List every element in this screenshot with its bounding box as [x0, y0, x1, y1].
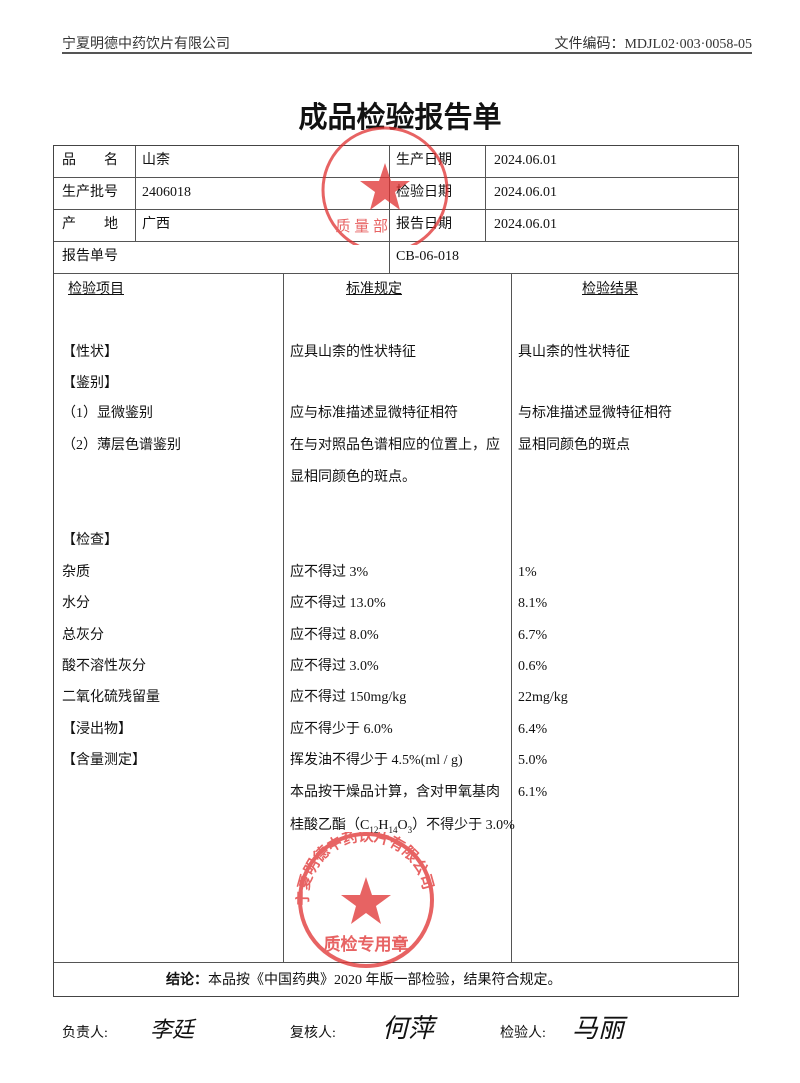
column-header-result: 检验结果 — [582, 282, 638, 297]
row-result: 22mg/kg — [518, 690, 568, 705]
row-standard: 应具山柰的性状特征 — [290, 345, 416, 360]
row-item: （1）显微鉴别 — [62, 406, 153, 421]
batch-label: 生产批号 — [62, 185, 118, 200]
inspector-signature: 马丽 — [572, 1014, 625, 1044]
row-divider — [54, 209, 738, 210]
production-date: 2024.06.01 — [494, 153, 557, 168]
product-name-label: 品 名 — [62, 153, 118, 168]
product-name: 山柰 — [142, 153, 170, 168]
test-date: 2024.06.01 — [494, 185, 557, 200]
row-item: 【性状】 — [62, 345, 118, 360]
row-standard: 应不得过 3% — [290, 565, 369, 580]
production-date-label: 生产日期 — [396, 153, 452, 168]
row-standard: 应不得过 3.0% — [290, 659, 379, 674]
report-date: 2024.06.01 — [494, 217, 557, 232]
document-code: 文件编码：MDJL02·003·0058-05 — [554, 37, 752, 52]
row-divider — [54, 241, 738, 242]
header-divider — [62, 52, 752, 54]
test-date-label: 检验日期 — [396, 185, 452, 200]
column-header-item: 检验项目 — [68, 282, 124, 297]
column-header-standard: 标准规定 — [346, 282, 402, 297]
row-item: （2）薄层色谱鉴别 — [62, 438, 181, 453]
report-number-label: 报告单号 — [62, 249, 118, 264]
row-result: 8.1% — [518, 596, 548, 611]
responsible-label: 负责人: — [62, 1026, 108, 1041]
row-item: 水分 — [62, 596, 90, 611]
row-standard: 挥发油不得少于 4.5%(ml / g) — [290, 753, 463, 768]
row-result: 与标准描述显微特征相符 — [518, 406, 672, 421]
row-result: 6.7% — [518, 628, 548, 643]
row-result: 显相同颜色的斑点 — [518, 438, 630, 453]
row-divider — [54, 962, 738, 963]
row-item: 【含量测定】 — [62, 753, 146, 768]
responsible-signature: 李廷 — [150, 1018, 195, 1043]
row-standard: 应不得少于 6.0% — [290, 722, 393, 737]
row-item: 杂质 — [62, 565, 90, 580]
row-item: 总灰分 — [62, 628, 104, 643]
row-result: 0.6% — [518, 659, 548, 674]
batch-number: 2406018 — [142, 185, 191, 200]
company-name: 宁夏明德中药饮片有限公司 — [62, 37, 230, 52]
row-result: 6.1% — [518, 785, 548, 800]
row-item: 【检查】 — [62, 533, 118, 548]
row-standard: 应不得过 8.0% — [290, 628, 379, 643]
report-number: CB-06-018 — [396, 249, 459, 264]
row-divider — [54, 273, 738, 274]
report-date-label: 报告日期 — [396, 217, 452, 232]
reviewer-signature: 何萍 — [382, 1014, 435, 1044]
column-divider — [485, 146, 486, 242]
row-standard: 本品按干燥品计算，含对甲氧基肉 — [290, 785, 500, 800]
inspector-label: 检验人: — [500, 1026, 546, 1041]
column-divider — [511, 273, 512, 962]
row-result: 6.4% — [518, 722, 548, 737]
column-divider — [389, 146, 390, 273]
row-result: 具山柰的性状特征 — [518, 345, 630, 360]
page-title: 成品检验报告单 — [298, 100, 502, 134]
row-standard: 应与标准描述显微特征相符 — [290, 406, 458, 421]
report-table: 品 名 山柰 生产批号 2406018 产 地 广西 生产日期 2024.06.… — [53, 145, 739, 997]
origin-label: 产 地 — [62, 217, 118, 232]
row-divider — [54, 177, 738, 178]
row-result: 1% — [518, 565, 537, 580]
row-item: 【浸出物】 — [62, 722, 132, 737]
row-standard: 应不得过 13.0% — [290, 596, 386, 611]
column-divider — [283, 273, 284, 962]
row-standard: 在与对照品色谱相应的位置上，应 — [290, 438, 500, 453]
row-standard: 应不得过 150mg/kg — [290, 690, 407, 705]
row-result: 5.0% — [518, 753, 548, 768]
row-standard: 显相同颜色的斑点。 — [290, 470, 416, 485]
formula-standard: 桂酸乙酯（C12H14O3）不得少于 3.0% — [290, 818, 515, 835]
origin: 广西 — [142, 217, 170, 232]
column-divider — [135, 146, 136, 242]
reviewer-label: 复核人: — [290, 1026, 336, 1041]
row-item: 二氧化硫残留量 — [62, 690, 160, 705]
row-item: 【鉴别】 — [62, 376, 118, 391]
conclusion: 结论：本品按《中国药典》2020 年版一部检验，结果符合规定。 — [166, 973, 562, 988]
row-item: 酸不溶性灰分 — [62, 659, 146, 674]
